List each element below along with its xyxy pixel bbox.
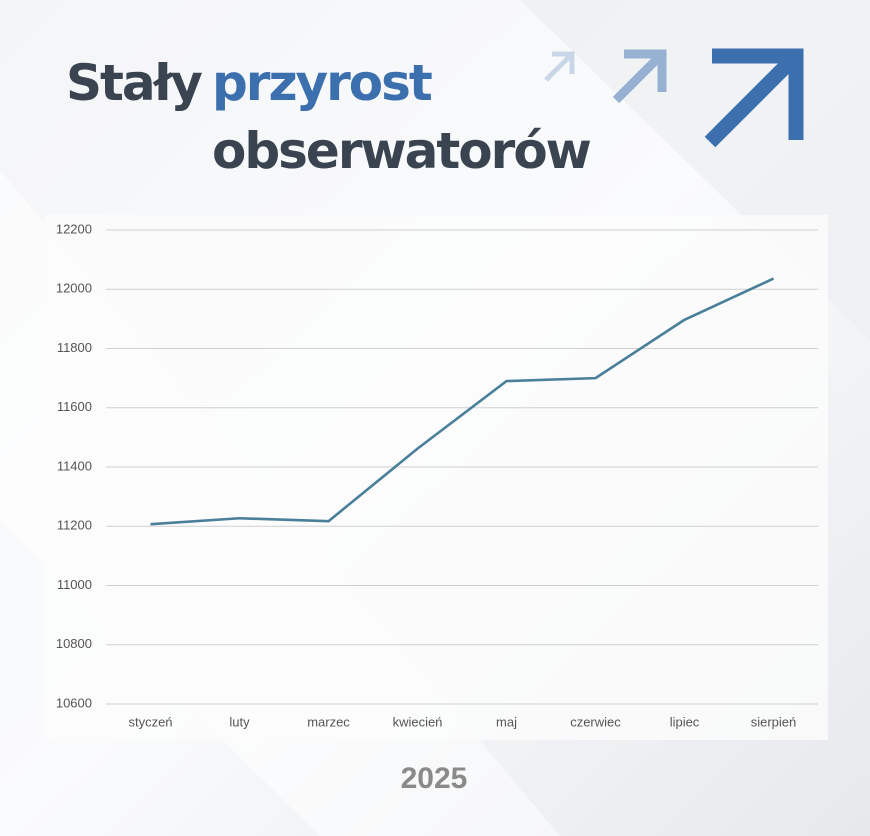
x-tick-label: sierpień xyxy=(751,714,797,729)
x-tick-label: maj xyxy=(496,714,517,729)
y-tick-label: 11800 xyxy=(57,340,92,355)
title-word: obserwatorów xyxy=(212,122,591,180)
x-tick-label: lipiec xyxy=(670,714,700,729)
x-tick-label: styczeń xyxy=(128,714,172,729)
data-line xyxy=(150,277,775,526)
title-word: Stały xyxy=(66,54,202,112)
x-axis-label: 2025 xyxy=(401,762,468,795)
x-tick-label: czerwiec xyxy=(570,714,621,729)
x-tick-label: marzec xyxy=(307,714,350,729)
y-tick-label: 10600 xyxy=(56,695,92,710)
y-tick-label: 12200 xyxy=(56,221,92,236)
y-tick-label: 11600 xyxy=(57,399,92,414)
title-word: przyrost xyxy=(212,54,432,112)
y-tick-label: 11200 xyxy=(57,518,92,533)
y-tick-label: 11400 xyxy=(57,458,92,473)
arrow-icon xyxy=(544,48,804,148)
y-tick-label: 12000 xyxy=(56,281,92,296)
chart-panel xyxy=(45,215,828,740)
y-tick-label: 10800 xyxy=(56,636,92,651)
y-tick-label: 11000 xyxy=(57,577,92,592)
x-tick-label: luty xyxy=(229,714,250,729)
x-tick-label: kwiecień xyxy=(393,714,443,729)
